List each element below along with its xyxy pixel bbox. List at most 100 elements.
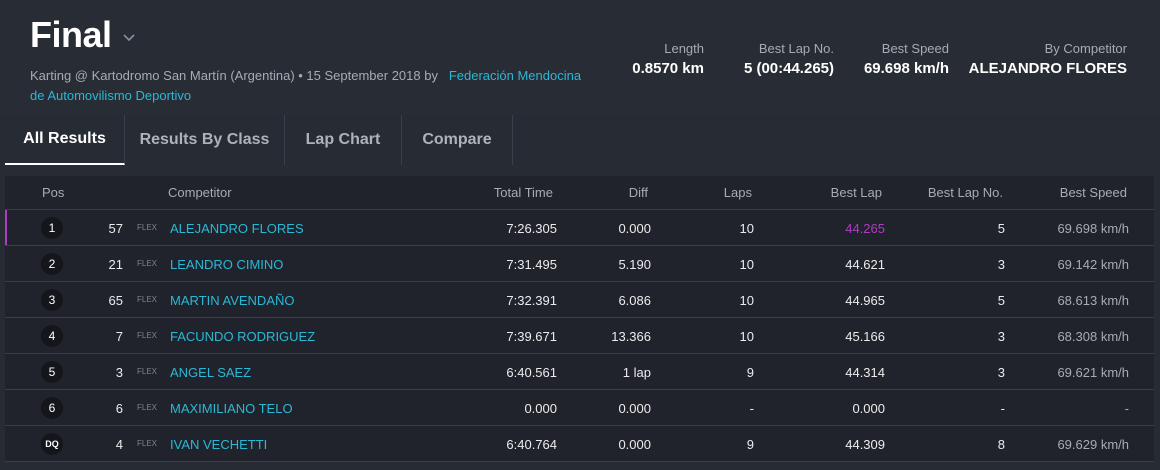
kart-number: 4 — [115, 437, 123, 452]
col-best-lap-no[interactable]: Best Lap No. — [927, 185, 1003, 200]
best-speed: - — [1124, 401, 1129, 416]
results-table: Pos Competitor Total Time Diff Laps Best… — [5, 176, 1154, 462]
session-subtitle: Karting @ Kartodromo San Martín (Argenti… — [30, 66, 590, 106]
class-tag: FLEX — [137, 367, 158, 376]
best-lap: 44.265 — [845, 221, 885, 236]
best-lap-no: 8 — [997, 437, 1005, 452]
tab-results-by-class[interactable]: Results By Class — [125, 115, 285, 165]
table-row[interactable]: 5 3 FLEX ANGEL SAEZ 6:40.561 1 lap 9 44.… — [5, 354, 1154, 390]
position-badge: 3 — [41, 289, 63, 311]
stat-by-competitor: By Competitor ALEJANDRO FLORES — [960, 41, 1127, 81]
competitor-link[interactable]: FACUNDO RODRIGUEZ — [170, 329, 316, 344]
laps: 10 — [739, 257, 754, 272]
position-badge: 1 — [41, 217, 63, 239]
diff: 5.190 — [618, 257, 651, 272]
event-info: Karting @ Kartodromo San Martín (Argenti… — [30, 68, 438, 83]
stat-best-speed: Best Speed 69.698 km/h — [848, 41, 949, 81]
col-best-lap[interactable]: Best Lap — [830, 185, 882, 200]
total-time: 0.000 — [524, 401, 557, 416]
laps: 9 — [746, 437, 754, 452]
total-time: 7:32.391 — [506, 293, 557, 308]
best-lap-no: 5 — [997, 293, 1005, 308]
stat-value: 0.8570 km — [632, 60, 704, 77]
best-speed: 69.698 km/h — [1057, 221, 1129, 236]
best-lap: 45.166 — [845, 329, 885, 344]
position-badge: 2 — [41, 253, 63, 275]
competitor-link[interactable]: MARTIN AVENDAÑO — [170, 293, 295, 308]
diff: 6.086 — [618, 293, 651, 308]
best-lap-no: 3 — [997, 257, 1005, 272]
competitor-link[interactable]: IVAN VECHETTI — [170, 437, 268, 452]
laps: - — [749, 401, 754, 416]
kart-number: 21 — [108, 257, 123, 272]
table-row[interactable]: 1 57 FLEX ALEJANDRO FLORES 7:26.305 0.00… — [5, 210, 1154, 246]
stat-length: Length 0.8570 km — [600, 41, 704, 81]
class-tag: FLEX — [137, 259, 158, 268]
stat-value: 5 (00:44.265) — [743, 60, 834, 77]
best-lap: 44.965 — [845, 293, 885, 308]
col-total-time[interactable]: Total Time — [493, 185, 553, 200]
tab-all-results[interactable]: All Results — [5, 115, 125, 165]
diff: 13.366 — [611, 329, 651, 344]
class-tag: FLEX — [137, 295, 158, 304]
position-badge: 4 — [41, 325, 63, 347]
session-header: Final Karting @ Kartodromo San Martín (A… — [0, 0, 1160, 115]
col-competitor[interactable]: Competitor — [168, 185, 232, 200]
total-time: 7:39.671 — [506, 329, 557, 344]
best-lap-no: 3 — [997, 365, 1005, 380]
stat-label: Best Speed — [881, 41, 949, 56]
kart-number: 3 — [115, 365, 123, 380]
kart-number: 7 — [115, 329, 123, 344]
table-header: Pos Competitor Total Time Diff Laps Best… — [5, 176, 1154, 210]
total-time: 7:31.495 — [506, 257, 557, 272]
best-speed: 68.613 km/h — [1057, 293, 1129, 308]
total-time: 6:40.561 — [506, 365, 557, 380]
tab-compare[interactable]: Compare — [402, 115, 513, 165]
session-title-row[interactable]: Final — [30, 14, 136, 56]
col-diff[interactable]: Diff — [628, 185, 648, 200]
best-speed: 69.621 km/h — [1057, 365, 1129, 380]
stat-value: ALEJANDRO FLORES — [968, 60, 1127, 77]
stat-label: Length — [664, 41, 704, 56]
results-tabs: All Results Results By Class Lap Chart C… — [5, 115, 513, 165]
total-time: 6:40.764 — [506, 437, 557, 452]
chevron-down-icon[interactable] — [122, 31, 136, 45]
class-tag: FLEX — [137, 403, 158, 412]
tab-lap-chart[interactable]: Lap Chart — [285, 115, 402, 165]
position-badge: 6 — [41, 397, 63, 419]
diff: 0.000 — [618, 221, 651, 236]
diff: 0.000 — [618, 401, 651, 416]
laps: 9 — [746, 365, 754, 380]
best-lap-no: 5 — [997, 221, 1005, 236]
competitor-link[interactable]: ALEJANDRO FLORES — [170, 221, 304, 236]
kart-number: 57 — [108, 221, 123, 236]
class-tag: FLEX — [137, 439, 158, 448]
diff: 1 lap — [622, 365, 651, 380]
competitor-link[interactable]: MAXIMILIANO TELO — [170, 401, 293, 416]
competitor-link[interactable]: LEANDRO CIMINO — [170, 257, 284, 272]
best-speed: 69.629 km/h — [1057, 437, 1129, 452]
col-laps[interactable]: Laps — [723, 185, 752, 200]
organizer-link[interactable]: Federación Mendocina de Automovilismo De… — [30, 68, 582, 103]
class-tag: FLEX — [137, 331, 158, 340]
table-row[interactable]: 4 7 FLEX FACUNDO RODRIGUEZ 7:39.671 13.3… — [5, 318, 1154, 354]
best-lap: 44.621 — [845, 257, 885, 272]
best-speed: 69.142 km/h — [1057, 257, 1129, 272]
table-row[interactable]: 3 65 FLEX MARTIN AVENDAÑO 7:32.391 6.086… — [5, 282, 1154, 318]
competitor-link[interactable]: ANGEL SAEZ — [170, 365, 252, 380]
stat-value: 69.698 km/h — [863, 60, 949, 77]
col-best-speed[interactable]: Best Speed — [1059, 185, 1127, 200]
table-row[interactable]: 6 6 FLEX MAXIMILIANO TELO 0.000 0.000 - … — [5, 390, 1154, 426]
table-row[interactable]: 2 21 FLEX LEANDRO CIMINO 7:31.495 5.190 … — [5, 246, 1154, 282]
total-time: 7:26.305 — [506, 221, 557, 236]
position-badge: DQ — [41, 433, 63, 455]
stat-best-lap-no: Best Lap No. 5 (00:44.265) — [720, 41, 834, 81]
laps: 10 — [739, 329, 754, 344]
best-lap-no: 3 — [997, 329, 1005, 344]
col-pos[interactable]: Pos — [42, 185, 65, 200]
best-speed: 68.308 km/h — [1057, 329, 1129, 344]
laps: 10 — [739, 221, 754, 236]
best-lap: 0.000 — [852, 401, 885, 416]
class-tag: FLEX — [137, 223, 158, 232]
table-row[interactable]: DQ 4 FLEX IVAN VECHETTI 6:40.764 0.000 9… — [5, 426, 1154, 462]
